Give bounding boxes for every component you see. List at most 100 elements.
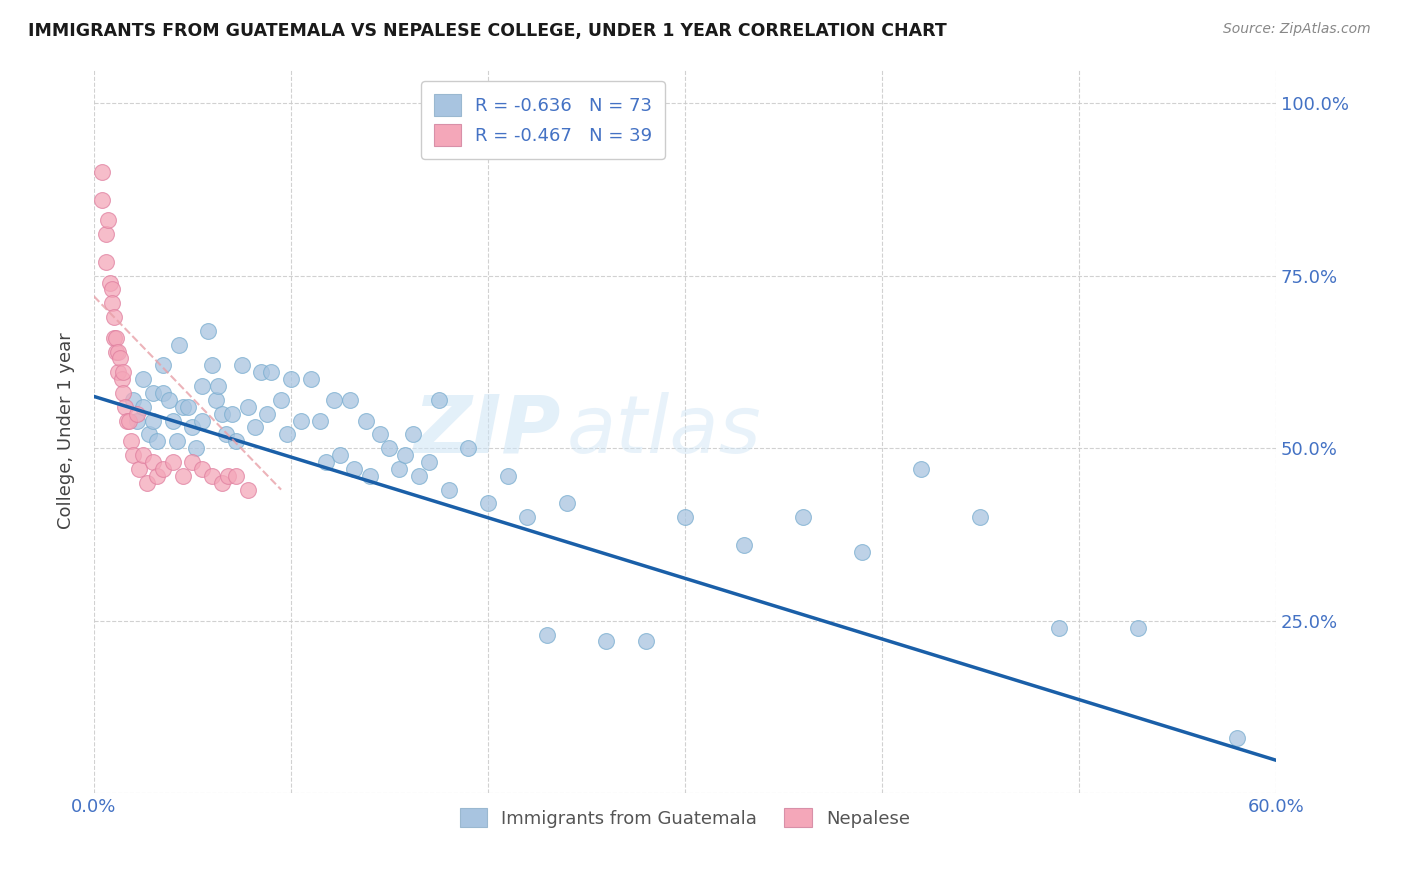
Point — [201, 359, 224, 373]
Point — [555, 496, 578, 510]
Point — [280, 372, 302, 386]
Point — [197, 324, 219, 338]
Point — [128, 462, 150, 476]
Point — [595, 634, 617, 648]
Point — [245, 420, 267, 434]
Point — [1225, 731, 1247, 745]
Point — [329, 448, 352, 462]
Point — [368, 427, 391, 442]
Point — [733, 538, 755, 552]
Point — [211, 475, 233, 490]
Point — [157, 392, 180, 407]
Legend: Immigrants from Guatemala, Nepalese: Immigrants from Guatemala, Nepalese — [453, 801, 917, 835]
Point — [378, 441, 401, 455]
Point — [323, 392, 346, 407]
Point — [354, 414, 377, 428]
Point — [418, 455, 440, 469]
Point — [166, 434, 188, 449]
Point — [122, 392, 145, 407]
Point — [108, 351, 131, 366]
Point — [221, 407, 243, 421]
Point — [186, 441, 208, 455]
Point — [969, 510, 991, 524]
Point — [181, 455, 204, 469]
Point — [256, 407, 278, 421]
Point — [112, 386, 135, 401]
Point — [408, 468, 430, 483]
Point — [100, 296, 122, 310]
Y-axis label: College, Under 1 year: College, Under 1 year — [58, 333, 75, 529]
Point — [120, 434, 142, 449]
Point — [477, 496, 499, 510]
Text: Source: ZipAtlas.com: Source: ZipAtlas.com — [1223, 22, 1371, 37]
Point — [112, 365, 135, 379]
Point — [388, 462, 411, 476]
Point — [97, 213, 120, 227]
Point — [236, 483, 259, 497]
Point — [103, 331, 125, 345]
Point — [90, 165, 112, 179]
Point — [103, 310, 125, 324]
Point — [339, 392, 361, 407]
Point — [122, 448, 145, 462]
Point — [162, 455, 184, 469]
Text: ZIP: ZIP — [413, 392, 561, 470]
Point — [211, 407, 233, 421]
Point — [231, 359, 253, 373]
Point — [299, 372, 322, 386]
Point — [104, 331, 127, 345]
Point — [270, 392, 292, 407]
Point — [181, 420, 204, 434]
Point — [437, 483, 460, 497]
Point — [309, 414, 332, 428]
Point — [191, 379, 214, 393]
Point — [104, 344, 127, 359]
Point — [114, 400, 136, 414]
Point — [98, 276, 121, 290]
Point — [162, 414, 184, 428]
Point — [205, 392, 228, 407]
Point — [260, 365, 283, 379]
Point — [290, 414, 312, 428]
Point — [457, 441, 479, 455]
Point — [127, 407, 149, 421]
Point — [146, 434, 169, 449]
Point — [127, 414, 149, 428]
Point — [1047, 621, 1070, 635]
Point — [167, 337, 190, 351]
Point — [276, 427, 298, 442]
Point — [132, 372, 155, 386]
Point — [100, 282, 122, 296]
Point — [136, 475, 159, 490]
Point — [516, 510, 538, 524]
Point — [107, 344, 129, 359]
Point — [673, 510, 696, 524]
Point — [152, 359, 174, 373]
Point — [792, 510, 814, 524]
Point — [634, 634, 657, 648]
Point — [118, 414, 141, 428]
Point — [910, 462, 932, 476]
Point — [94, 227, 117, 242]
Text: atlas: atlas — [567, 392, 762, 470]
Point — [536, 627, 558, 641]
Point — [851, 545, 873, 559]
Point — [138, 427, 160, 442]
Point — [172, 468, 194, 483]
Point — [142, 455, 165, 469]
Point — [146, 468, 169, 483]
Point — [402, 427, 425, 442]
Point — [142, 386, 165, 401]
Point — [132, 448, 155, 462]
Point — [359, 468, 381, 483]
Point — [217, 468, 239, 483]
Point — [110, 372, 132, 386]
Point — [207, 379, 229, 393]
Point — [236, 400, 259, 414]
Point — [94, 255, 117, 269]
Point — [142, 414, 165, 428]
Point — [225, 434, 247, 449]
Point — [132, 400, 155, 414]
Point — [152, 462, 174, 476]
Point — [201, 468, 224, 483]
